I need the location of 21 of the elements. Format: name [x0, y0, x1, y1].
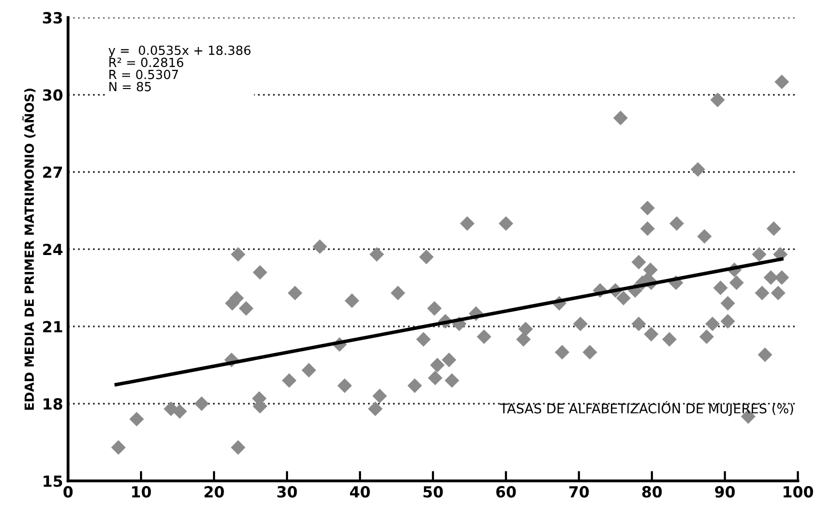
- x-tick-label: 20: [204, 486, 224, 498]
- x-tick-label: 0: [63, 486, 73, 498]
- x-tick-label: 100: [784, 486, 814, 498]
- x-tick-label: 10: [132, 486, 151, 498]
- y-tick-label: 21: [43, 320, 62, 332]
- x-tick-label: 80: [642, 486, 662, 498]
- annotation: y = 0.0535x + 18.386 R² = 0.2816 R = 0.5307 N = 85: [108, 46, 250, 92]
- y-tick-label: 15: [44, 476, 62, 487]
- y-tick-label: 30: [42, 89, 62, 101]
- x-tick-label: 30: [277, 486, 297, 498]
- x-tick-label: 40: [350, 486, 370, 498]
- x-tick-label: 70: [569, 486, 589, 498]
- y-tick-label: 24: [43, 244, 62, 256]
- y-tick-label: 18: [44, 398, 62, 410]
- x-tick-label: 60: [496, 486, 516, 498]
- y-tick-label: 33: [42, 12, 62, 24]
- y-axis-title: EDAD MEDIA DE PRIMER MATRIMONIO (AÑOS): [22, 88, 36, 410]
- x-tick-label: 50: [424, 486, 443, 498]
- x-axis-title: TASAS DE ALFABETIZACIÓN DE MUJERES (%): [500, 401, 794, 416]
- x-tick-label: 90: [715, 486, 735, 498]
- y-tick-label: 27: [43, 166, 62, 178]
